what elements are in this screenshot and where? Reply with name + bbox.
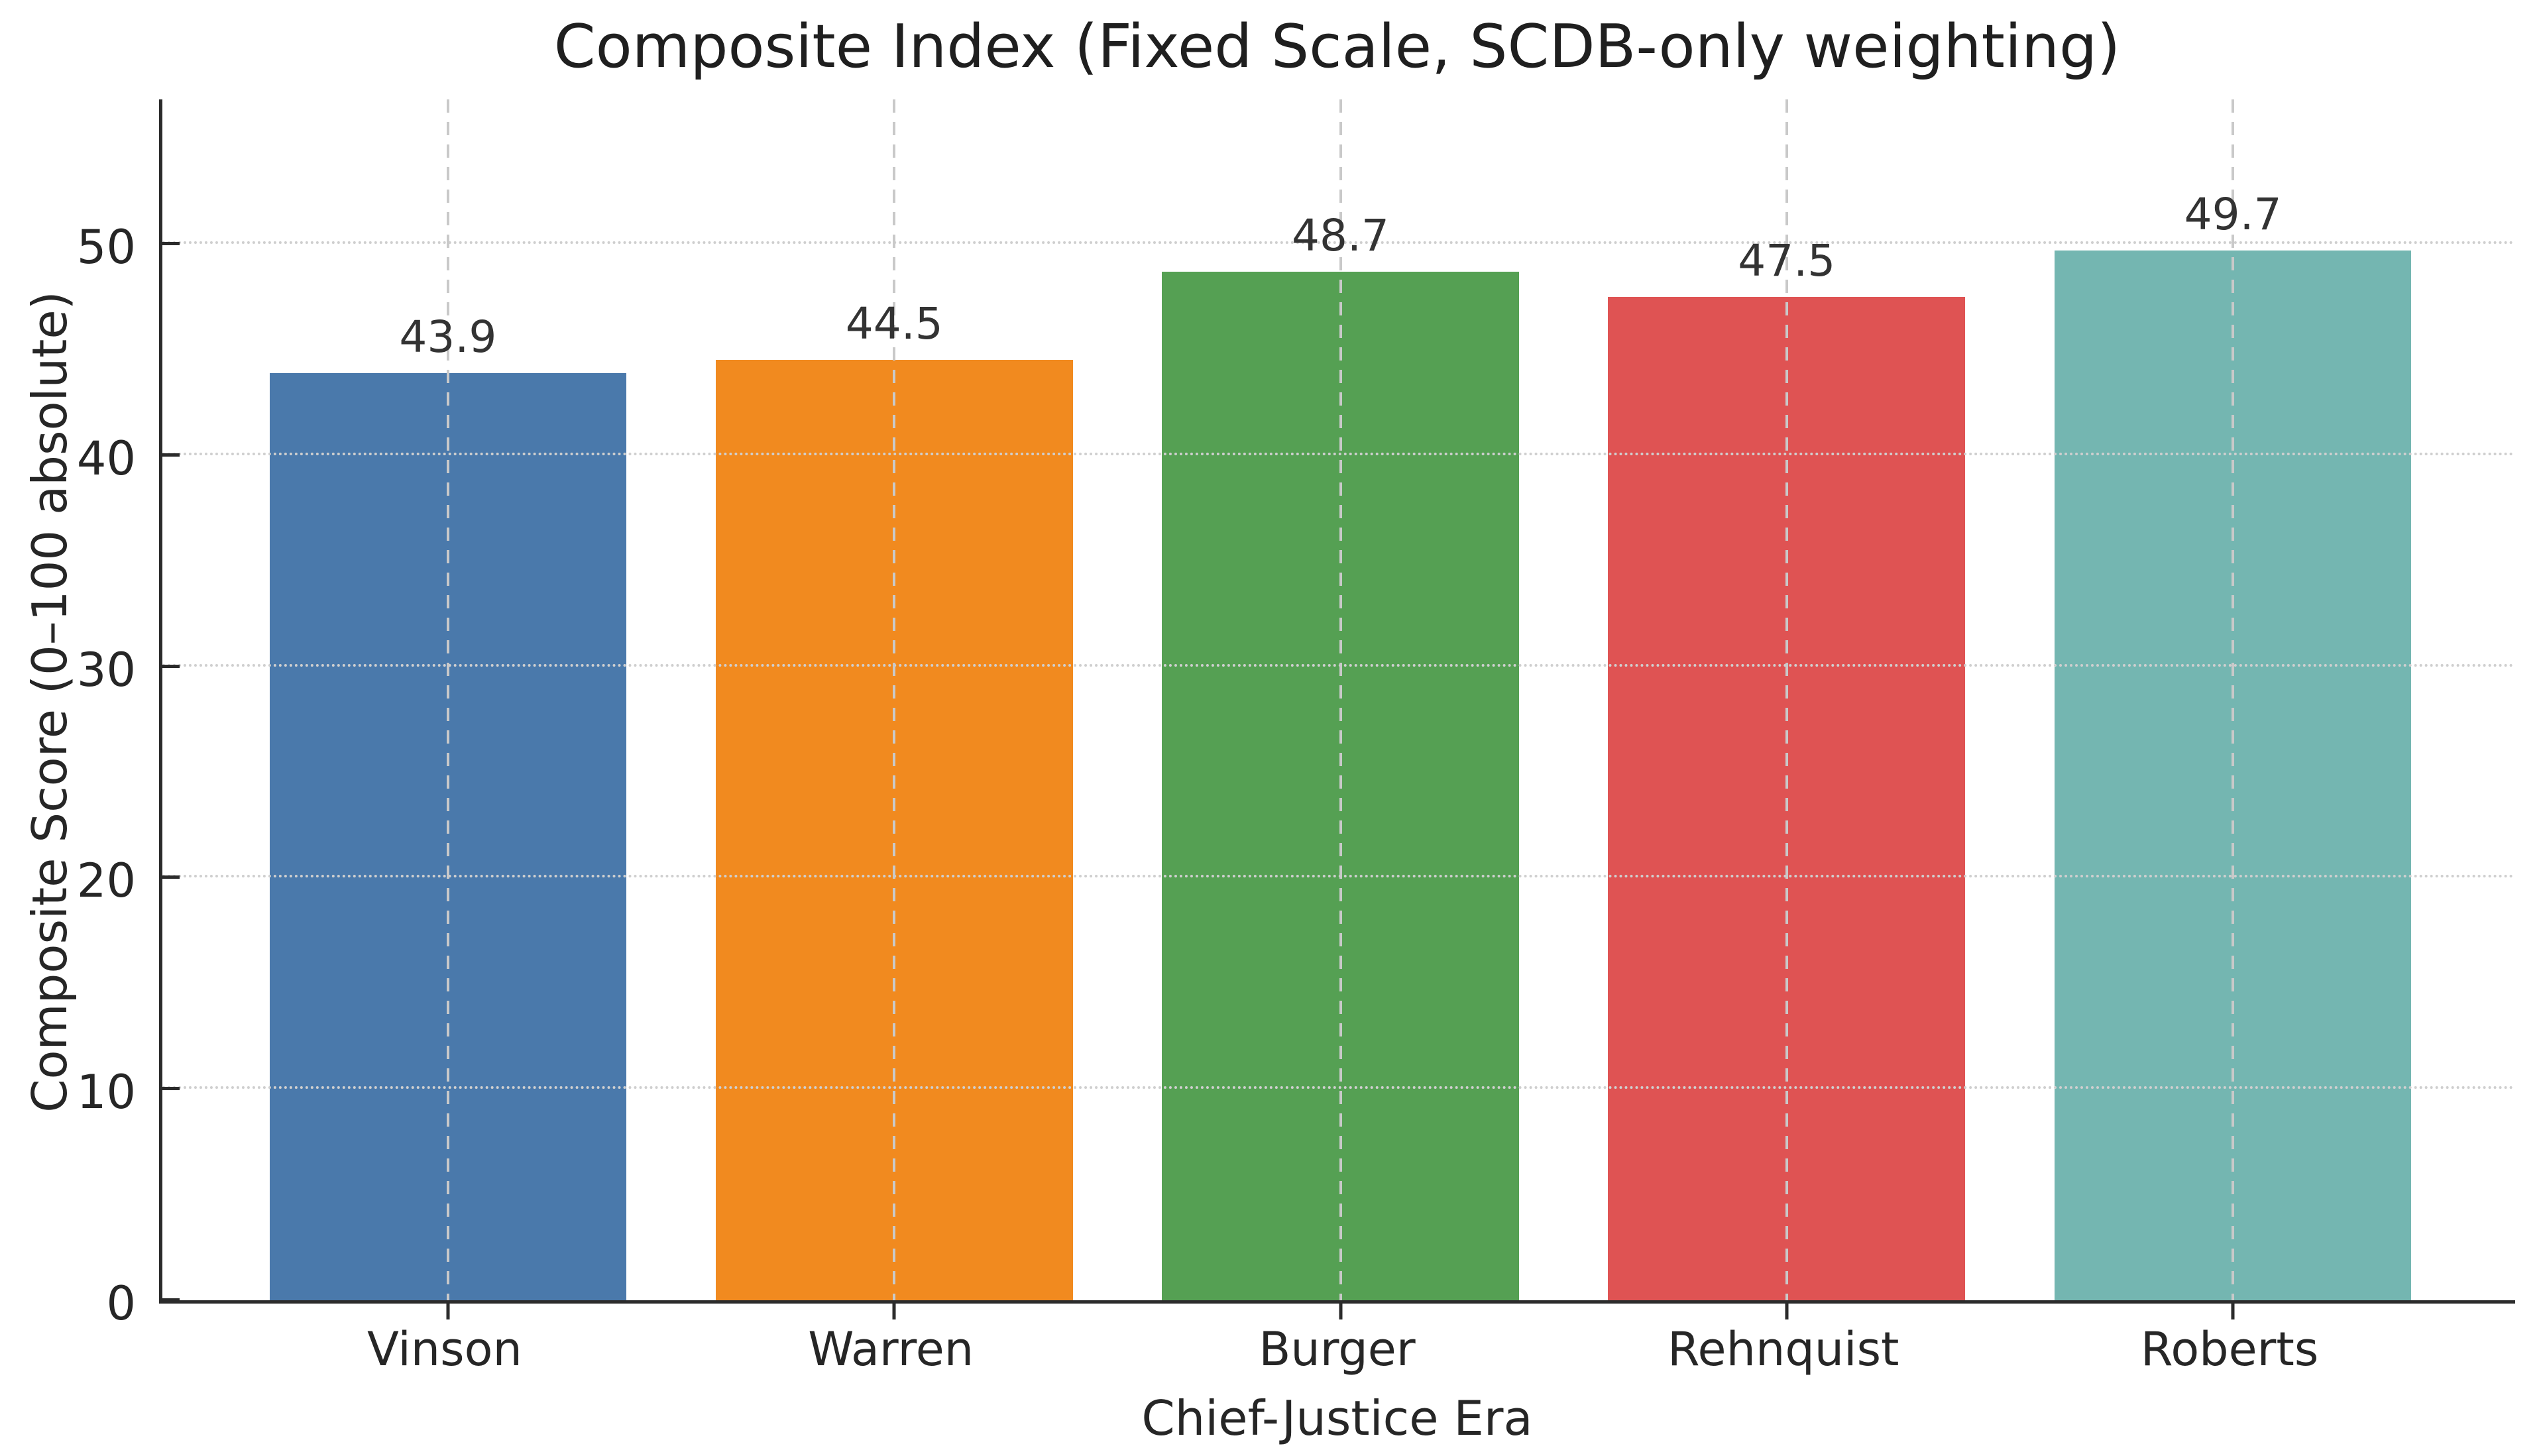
h-gridline-20 xyxy=(162,875,2515,878)
x-tick-mark-vinson xyxy=(446,1304,450,1319)
x-tick-label-rehnquist: Rehnquist xyxy=(1668,1322,1899,1376)
h-gridline-10 xyxy=(162,1086,2515,1090)
v-gridline-roberts xyxy=(2232,99,2235,1300)
h-gridline-50 xyxy=(162,241,2515,245)
x-tick-label-warren: Warren xyxy=(808,1322,974,1376)
x-tick-label-burger: Burger xyxy=(1259,1322,1416,1376)
y-tick-label-20: 20 xyxy=(76,854,136,909)
x-axis-label: Chief-Justice Era xyxy=(1141,1390,1533,1446)
chart-title: Composite Index (Fixed Scale, SCDB-only … xyxy=(553,12,2121,82)
y-tick-label-30: 30 xyxy=(76,642,136,697)
v-gridline-vinson xyxy=(446,99,449,1300)
y-tick-mark-40 xyxy=(162,453,180,457)
x-tick-mark-warren xyxy=(892,1304,896,1319)
x-tick-mark-burger xyxy=(1339,1304,1342,1319)
v-gridline-rehnquist xyxy=(1785,99,1788,1300)
y-axis-label-container: Composite Score (0–100 absolute) xyxy=(0,99,99,1304)
x-tick-label-roberts: Roberts xyxy=(2140,1322,2319,1376)
y-tick-mark-20 xyxy=(162,875,180,879)
y-tick-mark-30 xyxy=(162,664,180,668)
h-gridline-40 xyxy=(162,452,2515,455)
x-tick-mark-roberts xyxy=(2231,1304,2235,1319)
x-tick-mark-rehnquist xyxy=(1785,1304,1789,1319)
plot-area: 43.9 44.5 48.7 47.5 49.7 xyxy=(159,99,2515,1319)
bar-value-label-vinson: 43.9 xyxy=(399,311,497,363)
y-tick-mark-0 xyxy=(162,1298,180,1302)
x-tick-label-vinson: Vinson xyxy=(367,1322,522,1376)
bar-value-label-burger: 48.7 xyxy=(1292,209,1389,261)
bar-value-label-warren: 44.5 xyxy=(845,298,943,350)
y-tick-label-0: 0 xyxy=(106,1276,136,1331)
y-tick-mark-50 xyxy=(162,242,180,246)
y-tick-label-50: 50 xyxy=(76,220,136,275)
y-tick-label-40: 40 xyxy=(76,431,136,486)
v-gridline-warren xyxy=(893,99,896,1300)
h-gridline-30 xyxy=(162,663,2515,667)
y-tick-mark-10 xyxy=(162,1087,180,1091)
v-gridline-burger xyxy=(1339,99,1342,1300)
y-axis-label: Composite Score (0–100 absolute) xyxy=(22,290,78,1113)
bar-value-label-rehnquist: 47.5 xyxy=(1738,235,1836,286)
y-tick-label-10: 10 xyxy=(76,1065,136,1120)
bar-value-label-roberts: 49.7 xyxy=(2184,188,2282,240)
